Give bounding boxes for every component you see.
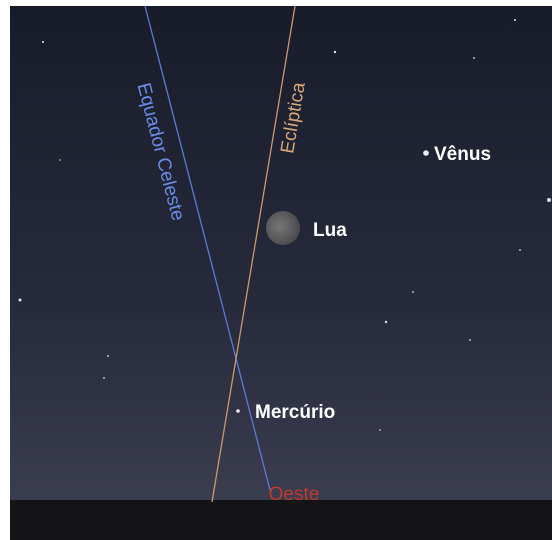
direction-label: Oeste [269, 484, 320, 505]
star [412, 291, 414, 293]
star [379, 429, 381, 431]
star [103, 377, 105, 379]
sky-view: Equador Celeste Eclíptica Vênus Lua Merc… [0, 0, 552, 540]
star [107, 355, 109, 357]
mercury-label: Mercúrio [255, 402, 335, 423]
venus-dot [423, 150, 429, 156]
star [19, 299, 22, 302]
star [385, 321, 387, 323]
star [334, 51, 336, 53]
sky [10, 6, 552, 502]
star [473, 57, 475, 59]
star [59, 159, 61, 161]
moon-label: Lua [313, 220, 347, 241]
star [547, 198, 551, 202]
mercury-dot [236, 409, 240, 413]
star [514, 19, 516, 21]
ground [10, 500, 552, 540]
star [42, 41, 44, 43]
page: Equador Celeste Eclíptica Vênus Lua Merc… [0, 0, 552, 540]
venus-label: Vênus [434, 144, 491, 165]
star [469, 339, 471, 341]
star [519, 249, 521, 251]
moon-disc [266, 211, 300, 245]
